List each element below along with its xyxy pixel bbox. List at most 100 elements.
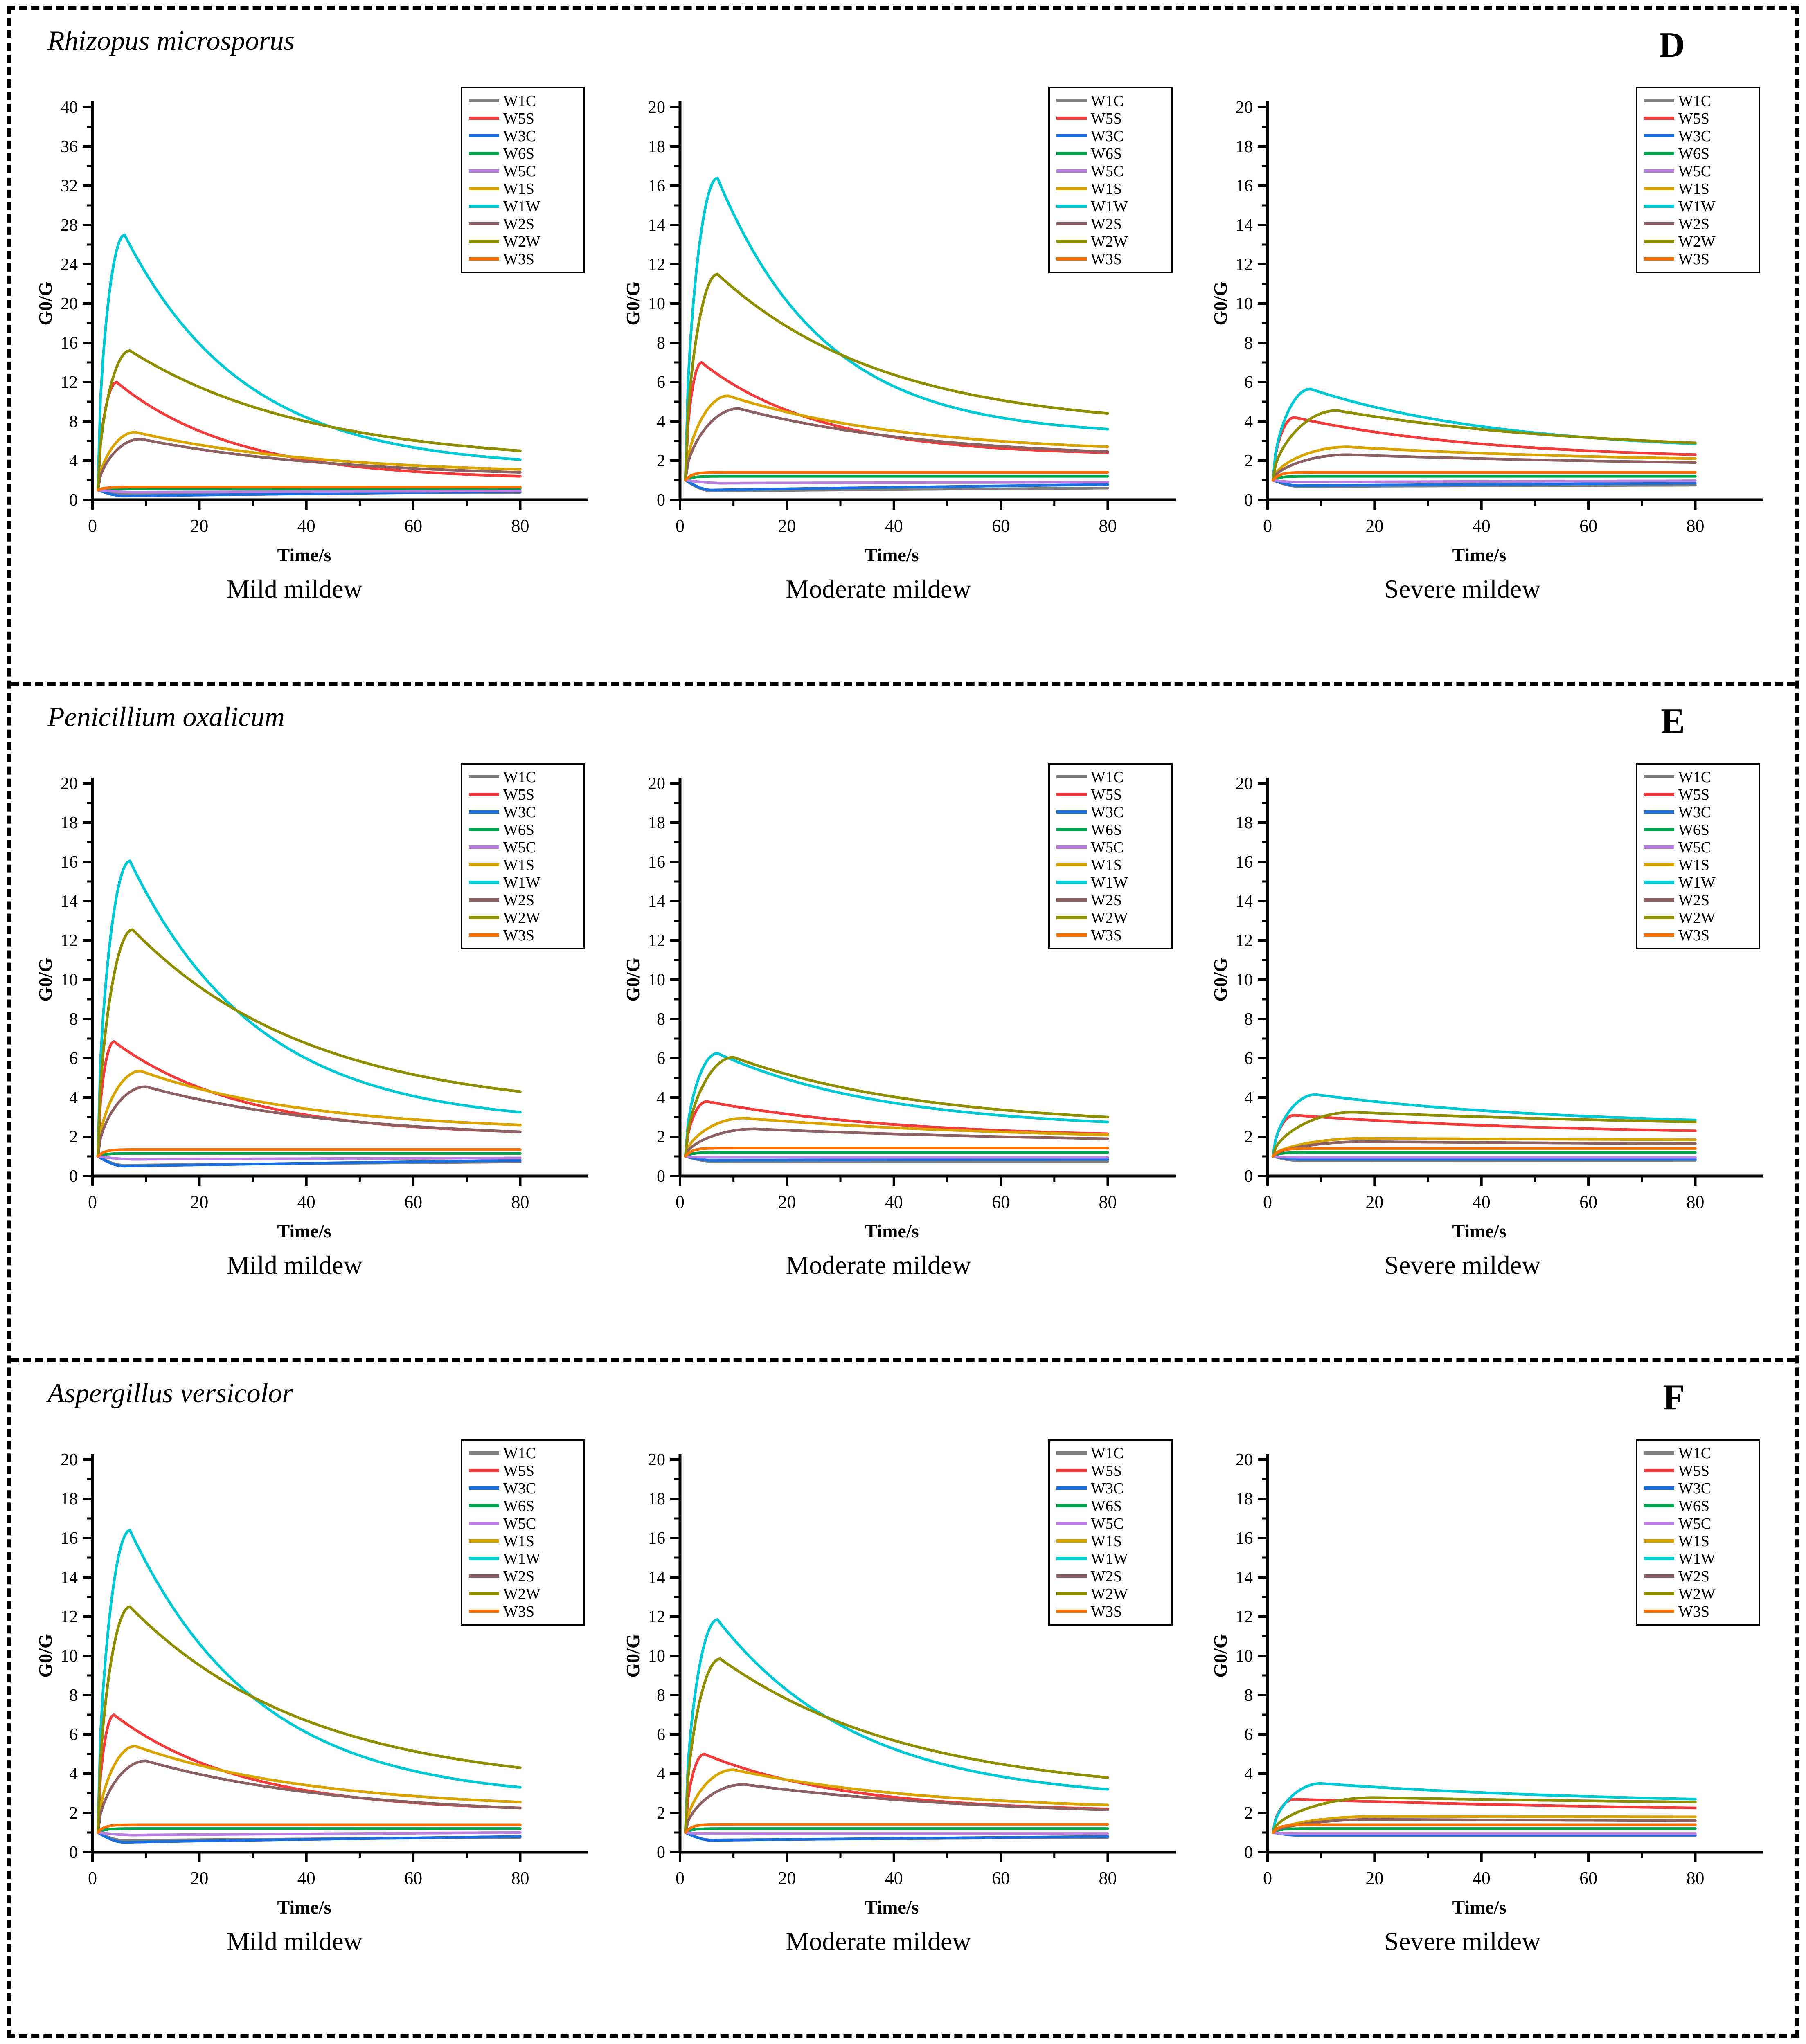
series-line-W2S xyxy=(96,437,522,492)
series-line-W1W xyxy=(1271,1093,1697,1158)
row-penicillium: Penicillium oxalicum E 0 2 4 6 8 10 12 14 16 18 20… xyxy=(11,682,1795,1358)
series-line-W2W xyxy=(96,1605,522,1834)
svg-text:20: 20 xyxy=(61,774,78,793)
svg-text:80: 80 xyxy=(1099,1192,1117,1212)
legend-label-W3S: W3S xyxy=(503,927,534,944)
series-line-W5C xyxy=(1271,1155,1697,1159)
legend-label-W6S: W6S xyxy=(1091,1498,1122,1515)
legend-label-W1W: W1W xyxy=(503,198,540,215)
y-axis-ticks: 0 2 4 6 8 10 12 14 16 18 20 xyxy=(1236,1450,1268,1862)
legend-label-W2S: W2S xyxy=(1091,1568,1122,1585)
svg-text:40: 40 xyxy=(885,1192,903,1212)
series-line-W1S xyxy=(1271,445,1697,482)
series-line-W5S xyxy=(684,361,1109,482)
x-axis-title: Time/s xyxy=(1452,1221,1506,1241)
series-line-W3S xyxy=(1271,471,1697,482)
caption-severe: Severe mildew xyxy=(1384,1927,1541,1956)
series-line-W2W xyxy=(1271,1796,1697,1834)
legend-label-W5S: W5S xyxy=(1678,1462,1709,1480)
legend-label-W6S: W6S xyxy=(503,1498,534,1515)
series-curves xyxy=(96,859,522,1168)
series-line-W2S xyxy=(1271,453,1697,482)
legend-label-W1C: W1C xyxy=(503,92,536,110)
axes xyxy=(1266,1454,1763,1854)
svg-text:16: 16 xyxy=(648,177,665,196)
x-axis-title: Time/s xyxy=(277,1221,331,1241)
svg-text:60: 60 xyxy=(1579,1868,1597,1888)
series-line-W1W xyxy=(1271,387,1697,482)
svg-text:8: 8 xyxy=(69,412,78,431)
series-line-W3S xyxy=(1271,1147,1697,1158)
svg-text:8: 8 xyxy=(1244,334,1253,353)
legend-label-W5C: W5C xyxy=(503,163,536,180)
svg-text:20: 20 xyxy=(1365,1868,1383,1888)
y-axis-title: G0/G xyxy=(1210,958,1231,1001)
svg-text:20: 20 xyxy=(648,98,665,117)
series-line-W3S xyxy=(684,471,1109,482)
svg-text:4: 4 xyxy=(69,1765,78,1783)
svg-text:6: 6 xyxy=(657,1049,665,1068)
legend-label-W2W: W2W xyxy=(1091,233,1128,250)
svg-text:12: 12 xyxy=(61,373,78,392)
series-curves xyxy=(1271,1093,1697,1162)
svg-text:24: 24 xyxy=(61,255,78,274)
y-axis-title: G0/G xyxy=(35,281,56,325)
svg-text:10: 10 xyxy=(648,971,665,989)
svg-text:4: 4 xyxy=(657,412,665,431)
caption-mild: Mild mildew xyxy=(226,1250,363,1279)
svg-text:10: 10 xyxy=(1236,295,1253,313)
svg-text:60: 60 xyxy=(992,1192,1010,1212)
series-line-W6S xyxy=(684,475,1109,482)
series-line-W3S xyxy=(96,1148,522,1158)
y-axis-title: G0/G xyxy=(35,958,56,1001)
svg-text:80: 80 xyxy=(1686,1868,1704,1888)
series-line-W5C xyxy=(96,488,522,494)
series-line-W2S xyxy=(96,1759,522,1834)
svg-text:18: 18 xyxy=(1236,1490,1253,1509)
svg-text:2: 2 xyxy=(1244,452,1253,470)
series-curves xyxy=(684,1052,1109,1163)
legend-label-W5S: W5S xyxy=(1678,786,1709,803)
svg-text:6: 6 xyxy=(657,1725,665,1744)
legend-label-W6S: W6S xyxy=(1091,145,1122,162)
series-line-W1S xyxy=(684,1117,1109,1158)
svg-text:18: 18 xyxy=(1236,814,1253,832)
svg-text:10: 10 xyxy=(1236,1647,1253,1666)
series-line-W1S xyxy=(96,431,522,492)
svg-text:60: 60 xyxy=(404,1192,422,1212)
legend-label-W2S: W2S xyxy=(1678,216,1709,233)
legend-label-W1W: W1W xyxy=(503,874,540,891)
legend-label-W1C: W1C xyxy=(1091,769,1124,786)
series-line-W6S xyxy=(1271,1151,1697,1158)
svg-text:0: 0 xyxy=(676,516,685,536)
svg-text:28: 28 xyxy=(61,216,78,235)
legend-label-W1W: W1W xyxy=(1678,1550,1716,1567)
legend-label-W6S: W6S xyxy=(1091,821,1122,839)
svg-text:0: 0 xyxy=(676,1192,685,1212)
svg-text:40: 40 xyxy=(1473,516,1491,536)
svg-text:2: 2 xyxy=(69,1804,78,1823)
legend-label-W5S: W5S xyxy=(503,110,534,127)
axes xyxy=(1266,101,1763,501)
legend-label-W1W: W1W xyxy=(1091,198,1128,215)
svg-text:60: 60 xyxy=(1579,516,1597,536)
svg-text:4: 4 xyxy=(657,1765,665,1783)
series-line-W6S xyxy=(1271,1827,1697,1834)
svg-text:2: 2 xyxy=(1244,1804,1253,1823)
legend-label-W2W: W2W xyxy=(503,233,540,250)
svg-text:16: 16 xyxy=(1236,177,1253,196)
series-line-W2W xyxy=(1271,409,1697,482)
series-line-W6S xyxy=(684,1827,1109,1834)
legend-label-W5C: W5C xyxy=(1091,1515,1124,1532)
svg-text:40: 40 xyxy=(885,516,903,536)
series-line-W3S xyxy=(96,486,522,492)
x-axis-title: Time/s xyxy=(865,1897,919,1918)
x-axis-title: Time/s xyxy=(277,1897,331,1918)
series-line-W1S xyxy=(96,1745,522,1834)
series-line-W1S xyxy=(684,394,1109,482)
